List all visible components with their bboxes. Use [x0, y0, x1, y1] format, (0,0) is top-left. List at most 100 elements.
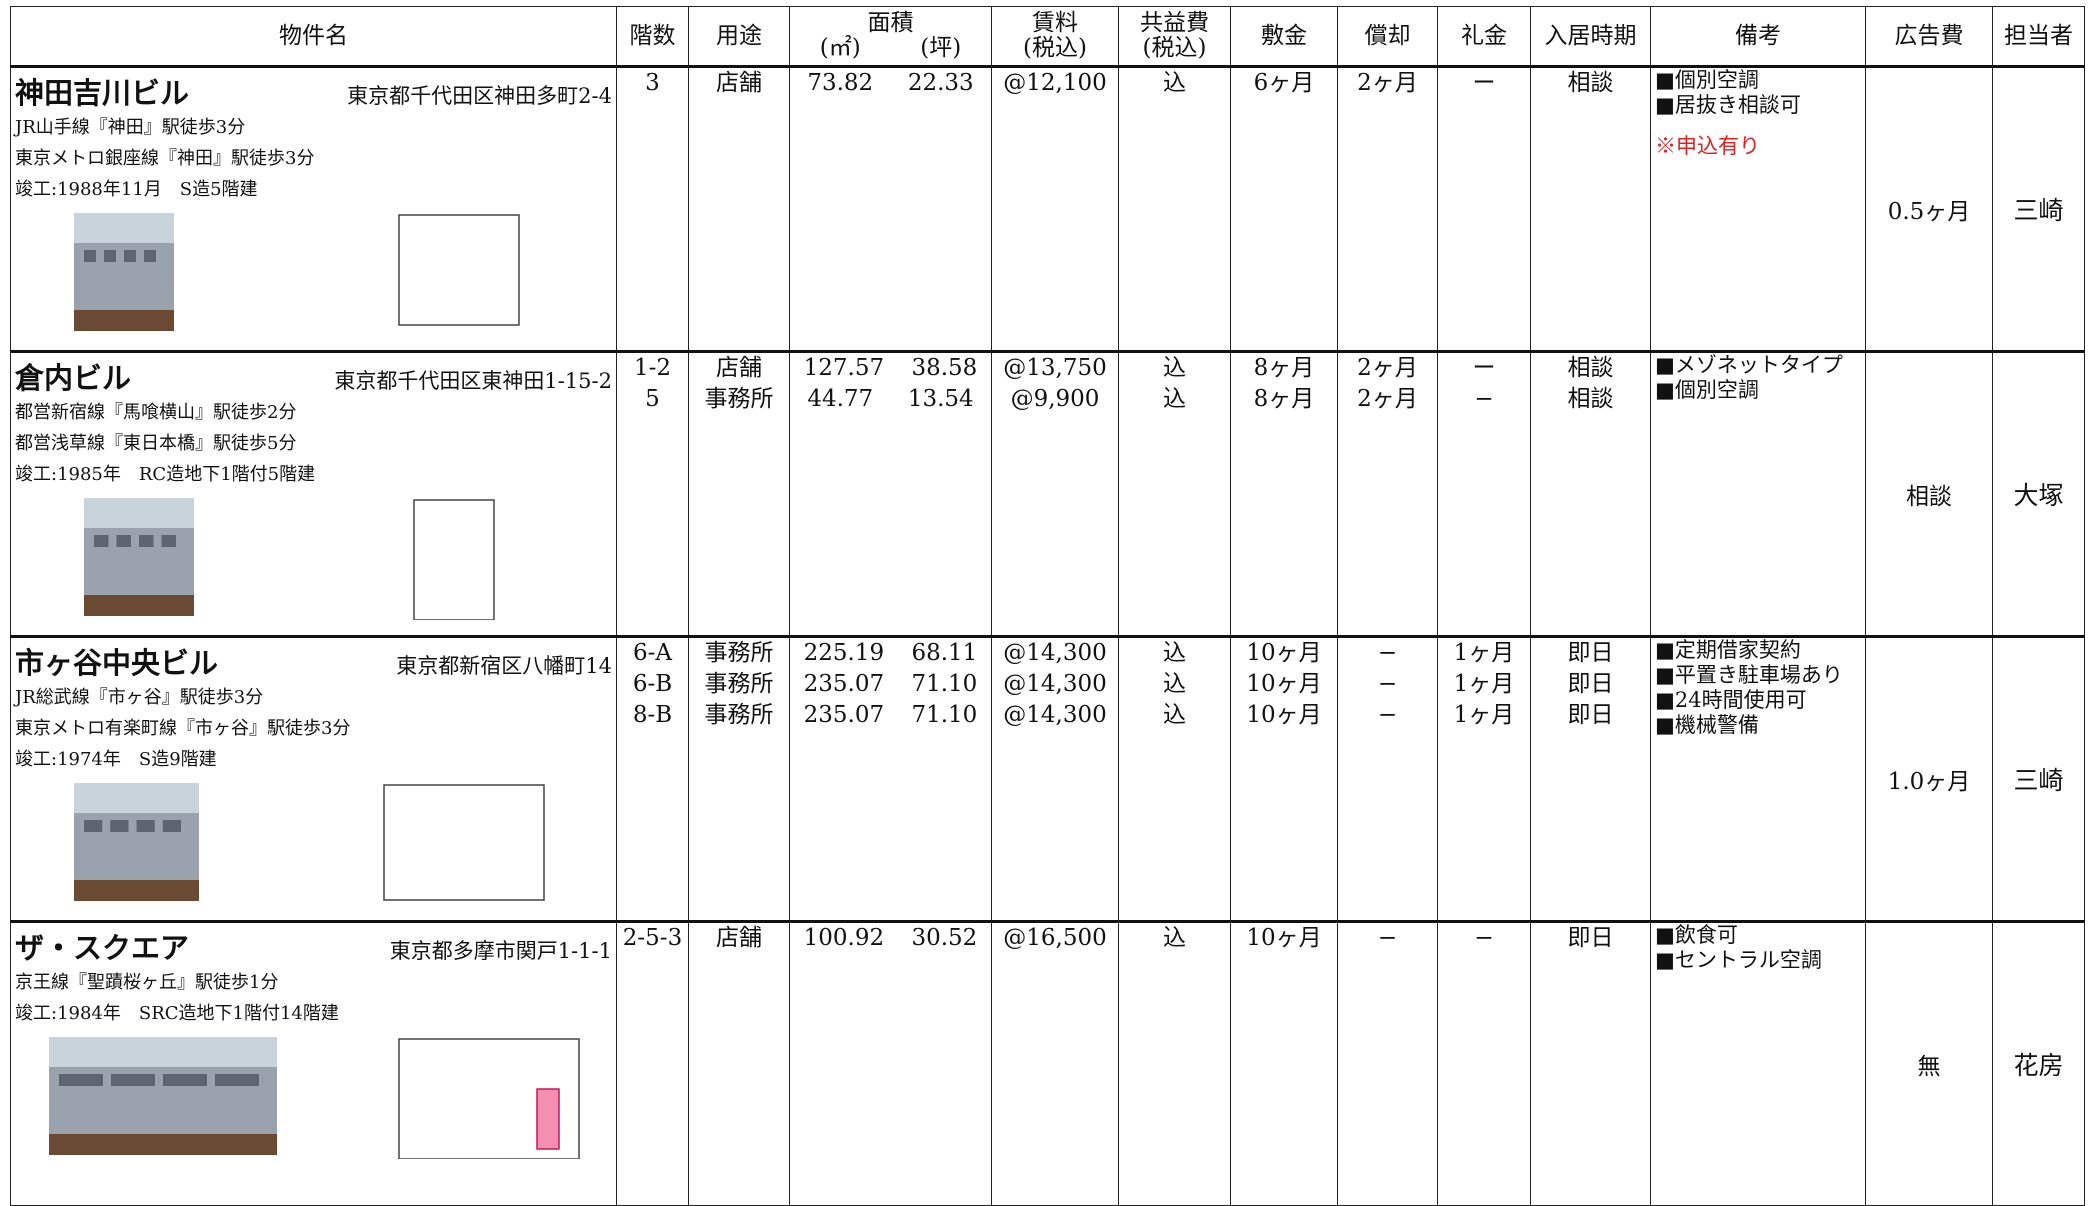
- access: 都営新宿線『馬喰横山』駅徒歩2分: [15, 402, 297, 423]
- built: 竣工:1985年 RC造地下1階付5階建: [15, 464, 316, 485]
- header-text: 用途: [716, 22, 762, 49]
- amort-cell: 2ヶ月: [1337, 66, 1438, 352]
- key-cell: −: [1437, 921, 1531, 1206]
- common: 込: [1163, 671, 1186, 697]
- area-tsubo: 30.52: [911, 925, 978, 951]
- window: [143, 250, 156, 262]
- rent: @13,750: [1003, 355, 1107, 381]
- area-values: 235.07 71.10: [791, 669, 991, 700]
- ad-fee-cell: 無: [1865, 921, 1993, 1206]
- pictures: [12, 490, 616, 621]
- pictures: [12, 205, 616, 335]
- property-row: ザ・スクエア 東京都多摩市関戸1-1-1 京王線『聖蹟桜ヶ丘』駅徒歩1分 竣工:198…: [10, 921, 2085, 1206]
- key-cell: ー: [1437, 66, 1531, 352]
- header-cell: 共益費 (税込): [1118, 6, 1231, 67]
- header-text: (坪): [920, 35, 962, 61]
- rent-cell: @14,300 @14,300 @14,300: [991, 636, 1119, 922]
- sky: [83, 498, 194, 528]
- pictures: [12, 1029, 616, 1160]
- rent: @9,900: [1010, 386, 1100, 412]
- floor-cell: 6-A 6-B 8-B: [616, 636, 689, 922]
- header-cell: 用途: [688, 6, 790, 67]
- move_in: 相談: [1567, 70, 1614, 96]
- key-cell: 1ヶ月 1ヶ月 1ヶ月: [1437, 636, 1531, 922]
- deposit-cell: 10ヶ月 10ヶ月 10ヶ月: [1230, 636, 1338, 922]
- staff-cell: 大塚: [1992, 351, 2085, 637]
- rent: @12,100: [1003, 70, 1107, 96]
- key-cell: ー −: [1437, 351, 1531, 637]
- floor-plan: [382, 784, 545, 901]
- property-name: ザ・スクエア: [15, 931, 190, 965]
- header-text: 償却: [1364, 22, 1411, 49]
- area-sub: (㎡) (坪): [791, 35, 991, 61]
- use: 事務所: [704, 640, 774, 666]
- amort: −: [1377, 671, 1398, 697]
- amort-cell: − − −: [1337, 636, 1438, 922]
- deposit: 10ヶ月: [1246, 925, 1322, 951]
- move_in-cell: 即日: [1530, 921, 1651, 1206]
- name-bar: ザ・スクエア 東京都多摩市関戸1-1-1: [12, 923, 616, 967]
- ad-fee-cell: 0.5ヶ月: [1865, 66, 1993, 352]
- use: 店舗: [716, 925, 762, 951]
- property-address: 東京都多摩市関戸1-1-1: [389, 939, 612, 963]
- ad-fee: 無: [1917, 1054, 1941, 1080]
- window: [214, 1074, 259, 1086]
- note: ※申込有り: [1655, 134, 1760, 158]
- header-cell: 担当者: [1992, 6, 2085, 67]
- header-row: 物件名 階数 用途 面積 (㎡) (坪) 賃料 (税込) 共益費 (税込) 敷金 償却 礼金 入居時期 備考…: [10, 6, 2085, 67]
- name-bar: 市ヶ谷中央ビル 東京都新宿区八幡町14: [12, 638, 616, 682]
- name-bar: 倉内ビル 東京都千代田区東神田1-15-2: [12, 353, 616, 397]
- ad-fee: 1.0ヶ月: [1887, 769, 1971, 795]
- staff: 花房: [2013, 1051, 2064, 1080]
- key: −: [1474, 386, 1494, 412]
- area-tsubo: 71.10: [911, 702, 978, 728]
- staff: 三崎: [2013, 196, 2064, 225]
- floor-plan: [397, 214, 520, 326]
- window: [110, 1074, 155, 1086]
- header-text: 担当者: [2004, 22, 2073, 49]
- use: 事務所: [704, 671, 774, 697]
- window: [93, 535, 108, 547]
- remarks-cell: ■飲食可 ■セントラル空調: [1650, 921, 1866, 1206]
- move_in: 相談: [1567, 355, 1614, 381]
- property-row: 神田吉川ビル 東京都千代田区神田多町2-4 JR山手線『神田』駅徒歩3分 東京メトロ銀…: [10, 66, 2085, 352]
- area-sqm: 235.07: [803, 671, 885, 697]
- floor: 6-A: [632, 640, 672, 666]
- window: [83, 820, 102, 832]
- area-tsubo: 68.11: [911, 640, 978, 666]
- floor: 6-B: [632, 671, 673, 697]
- floor-cell: 2-5-3: [616, 921, 689, 1206]
- area-values: 44.77 13.54: [791, 384, 991, 415]
- amort: 2ヶ月: [1357, 386, 1418, 412]
- remark: ■個別空調: [1655, 378, 1759, 402]
- deposit: 6ヶ月: [1253, 70, 1315, 96]
- remark: ■居抜き相談可: [1655, 93, 1801, 117]
- window: [109, 820, 128, 832]
- remarks-cell: ■個別空調 ■居抜き相談可 ※申込有り: [1650, 66, 1866, 352]
- property-table: 物件名 階数 用途 面積 (㎡) (坪) 賃料 (税込) 共益費 (税込) 敷金 償却 礼金 入居時期 備考…: [10, 6, 2085, 1206]
- amort: −: [1377, 640, 1398, 666]
- remark: ■個別空調: [1655, 68, 1759, 92]
- storefront: [83, 595, 194, 616]
- window: [116, 535, 131, 547]
- area-sqm: 225.19: [803, 640, 885, 666]
- common: 込: [1163, 355, 1186, 381]
- header-cell: 償却: [1337, 6, 1438, 67]
- images: [48, 1037, 580, 1160]
- header-text: 広告費: [1894, 22, 1964, 49]
- common-cell: 込込: [1118, 351, 1231, 637]
- area-sqm: 127.57: [803, 355, 885, 381]
- area-sqm: 44.77: [807, 386, 874, 412]
- common-cell: 込: [1118, 66, 1231, 352]
- images: [73, 213, 520, 331]
- use-cell: 店舗: [688, 921, 790, 1206]
- area-sqm: 100.92: [803, 925, 885, 951]
- window: [162, 1074, 207, 1086]
- built: 竣工:1988年11月 S造5階建: [15, 179, 258, 200]
- common: 込: [1163, 386, 1186, 412]
- move_in: 相談: [1567, 386, 1614, 412]
- window: [103, 250, 116, 262]
- header-cell: 敷金: [1230, 6, 1338, 67]
- remark: ■定期借家契約: [1655, 638, 1801, 662]
- access: 東京メトロ有楽町線『市ヶ谷』駅徒歩3分: [15, 718, 351, 739]
